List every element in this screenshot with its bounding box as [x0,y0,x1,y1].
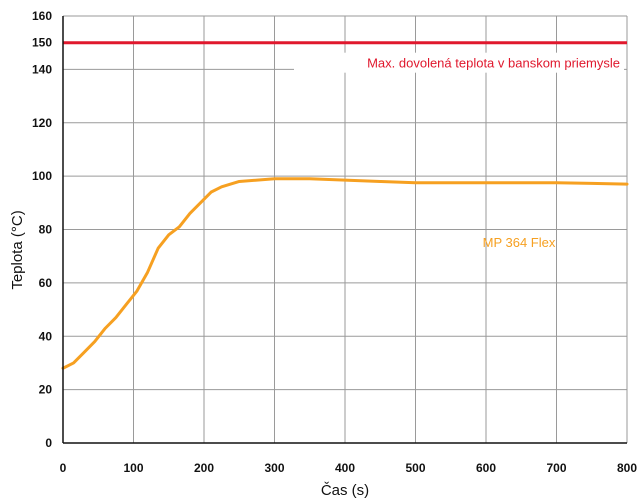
reference-line-label: Max. dovolená teplota v banskom priemysl… [367,56,620,71]
y-tick-label: 0 [45,436,52,450]
series-line-mp-364-flex [61,177,629,370]
y-tick-label: 100 [32,169,52,183]
reference-line-group: 150 Max. dovolená teplota v banskom prie… [32,36,627,73]
grid-lines [62,15,628,444]
x-tick-label: 100 [123,461,143,475]
series-label-mp-364-flex: MP 364 Flex [483,235,556,250]
x-tick-label: 400 [335,461,355,475]
x-tick-label: 700 [546,461,566,475]
x-tick-label: 300 [264,461,284,475]
series-layer: MP 364 Flex [61,177,629,370]
y-tick-label: 140 [32,62,52,76]
x-tick-label: 600 [476,461,496,475]
y-tick-label: 120 [32,116,52,130]
x-tick-label: 200 [194,461,214,475]
y-tick-label: 80 [39,223,53,237]
x-tick-label: 800 [617,461,637,475]
y-tick-label: 160 [32,9,52,23]
y-axis-title: Teplota (°C) [9,210,26,289]
x-tick-label: 500 [405,461,425,475]
y-tick-label: 40 [39,329,53,343]
axes [62,16,627,444]
x-tick-label: 0 [60,461,67,475]
reference-label-background [294,52,624,73]
y-tick-label: 60 [39,276,53,290]
x-axis-title: Čas (s) [321,482,369,499]
tick-labels: 0 100 200 300 400 500 600 700 800 0 20 40 60 80 100 120… [32,9,637,475]
reference-tick-label: 150 [32,36,52,50]
y-tick-label: 20 [39,383,53,397]
